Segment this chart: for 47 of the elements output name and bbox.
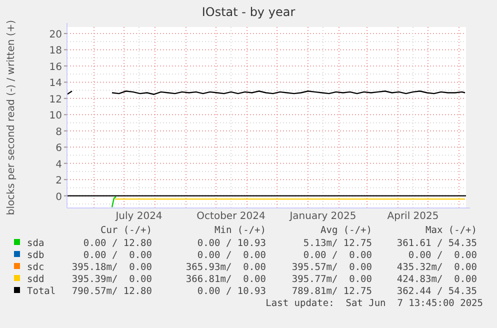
- text: 395.18m/ 0.00: [72, 262, 152, 273]
- y-tick-label: 12: [49, 94, 62, 106]
- text: 0.00 / 0.00: [83, 250, 152, 261]
- text: 0.00 / 10.93: [197, 238, 266, 249]
- text: Min (-/+): [214, 225, 266, 236]
- legend-label: sda: [27, 238, 44, 249]
- y-tick-label: 6: [56, 143, 62, 154]
- text: Avg (-/+): [320, 225, 372, 236]
- y-tick-label: 2: [56, 176, 62, 187]
- text: 395.57m/ 0.00: [292, 262, 372, 273]
- text: 0.00 / 12.80: [83, 238, 152, 249]
- text: 366.81m/ 0.00: [186, 274, 266, 285]
- legend-label: sdc: [27, 262, 44, 273]
- legend-label: sdd: [27, 274, 44, 285]
- text: 395.39m/ 0.00: [72, 274, 152, 285]
- text: 0.00 / 10.93: [197, 286, 266, 297]
- y-tick-label: 0: [56, 192, 62, 203]
- text: 0.00 / 0.00: [303, 250, 372, 261]
- text: 424.83m/ 0.00: [396, 274, 478, 285]
- y-tick-label: 18: [49, 46, 62, 57]
- text: 361.61 / 54.35: [396, 238, 477, 249]
- text: 5.13m/ 12.75: [303, 238, 372, 249]
- y-tick-label: 10: [49, 110, 62, 122]
- x-tick-label: October 2024: [196, 211, 266, 222]
- text: 395.77m/ 0.00: [292, 274, 372, 285]
- text: 0.00 / 0.00: [408, 250, 478, 261]
- legend-label: Total: [27, 286, 56, 297]
- text: 435.32m/ 0.00: [396, 262, 478, 273]
- text: 789.81m/ 12.75: [292, 286, 372, 297]
- chart-title: IOstat - by year: [202, 5, 296, 19]
- x-tick-label: July 2024: [114, 211, 162, 222]
- y-tick-label: 8: [56, 126, 62, 138]
- y-tick-label: 4: [56, 159, 62, 170]
- text: 365.93m/ 0.00: [186, 262, 266, 273]
- y-tick-label: 14: [49, 78, 62, 90]
- text: Max (-/+): [426, 225, 477, 236]
- text: 362.44 / 54.35: [396, 286, 477, 297]
- y-tick-label: 16: [49, 62, 62, 73]
- text: 0.00 / 0.00: [197, 250, 266, 261]
- x-tick-label: January 2025: [288, 211, 356, 222]
- legend-label: sdb: [27, 250, 44, 261]
- y-axis-title: blocks per second read (-) / written (+): [6, 20, 17, 216]
- text: Cur (-/+): [100, 225, 152, 236]
- text: 790.57m/ 12.80: [72, 286, 152, 297]
- x-tick-label: April 2025: [387, 211, 439, 222]
- text: Last update: Sat Jun 7 13:45:00 2025: [266, 298, 483, 309]
- y-tick-label: 20: [49, 29, 62, 40]
